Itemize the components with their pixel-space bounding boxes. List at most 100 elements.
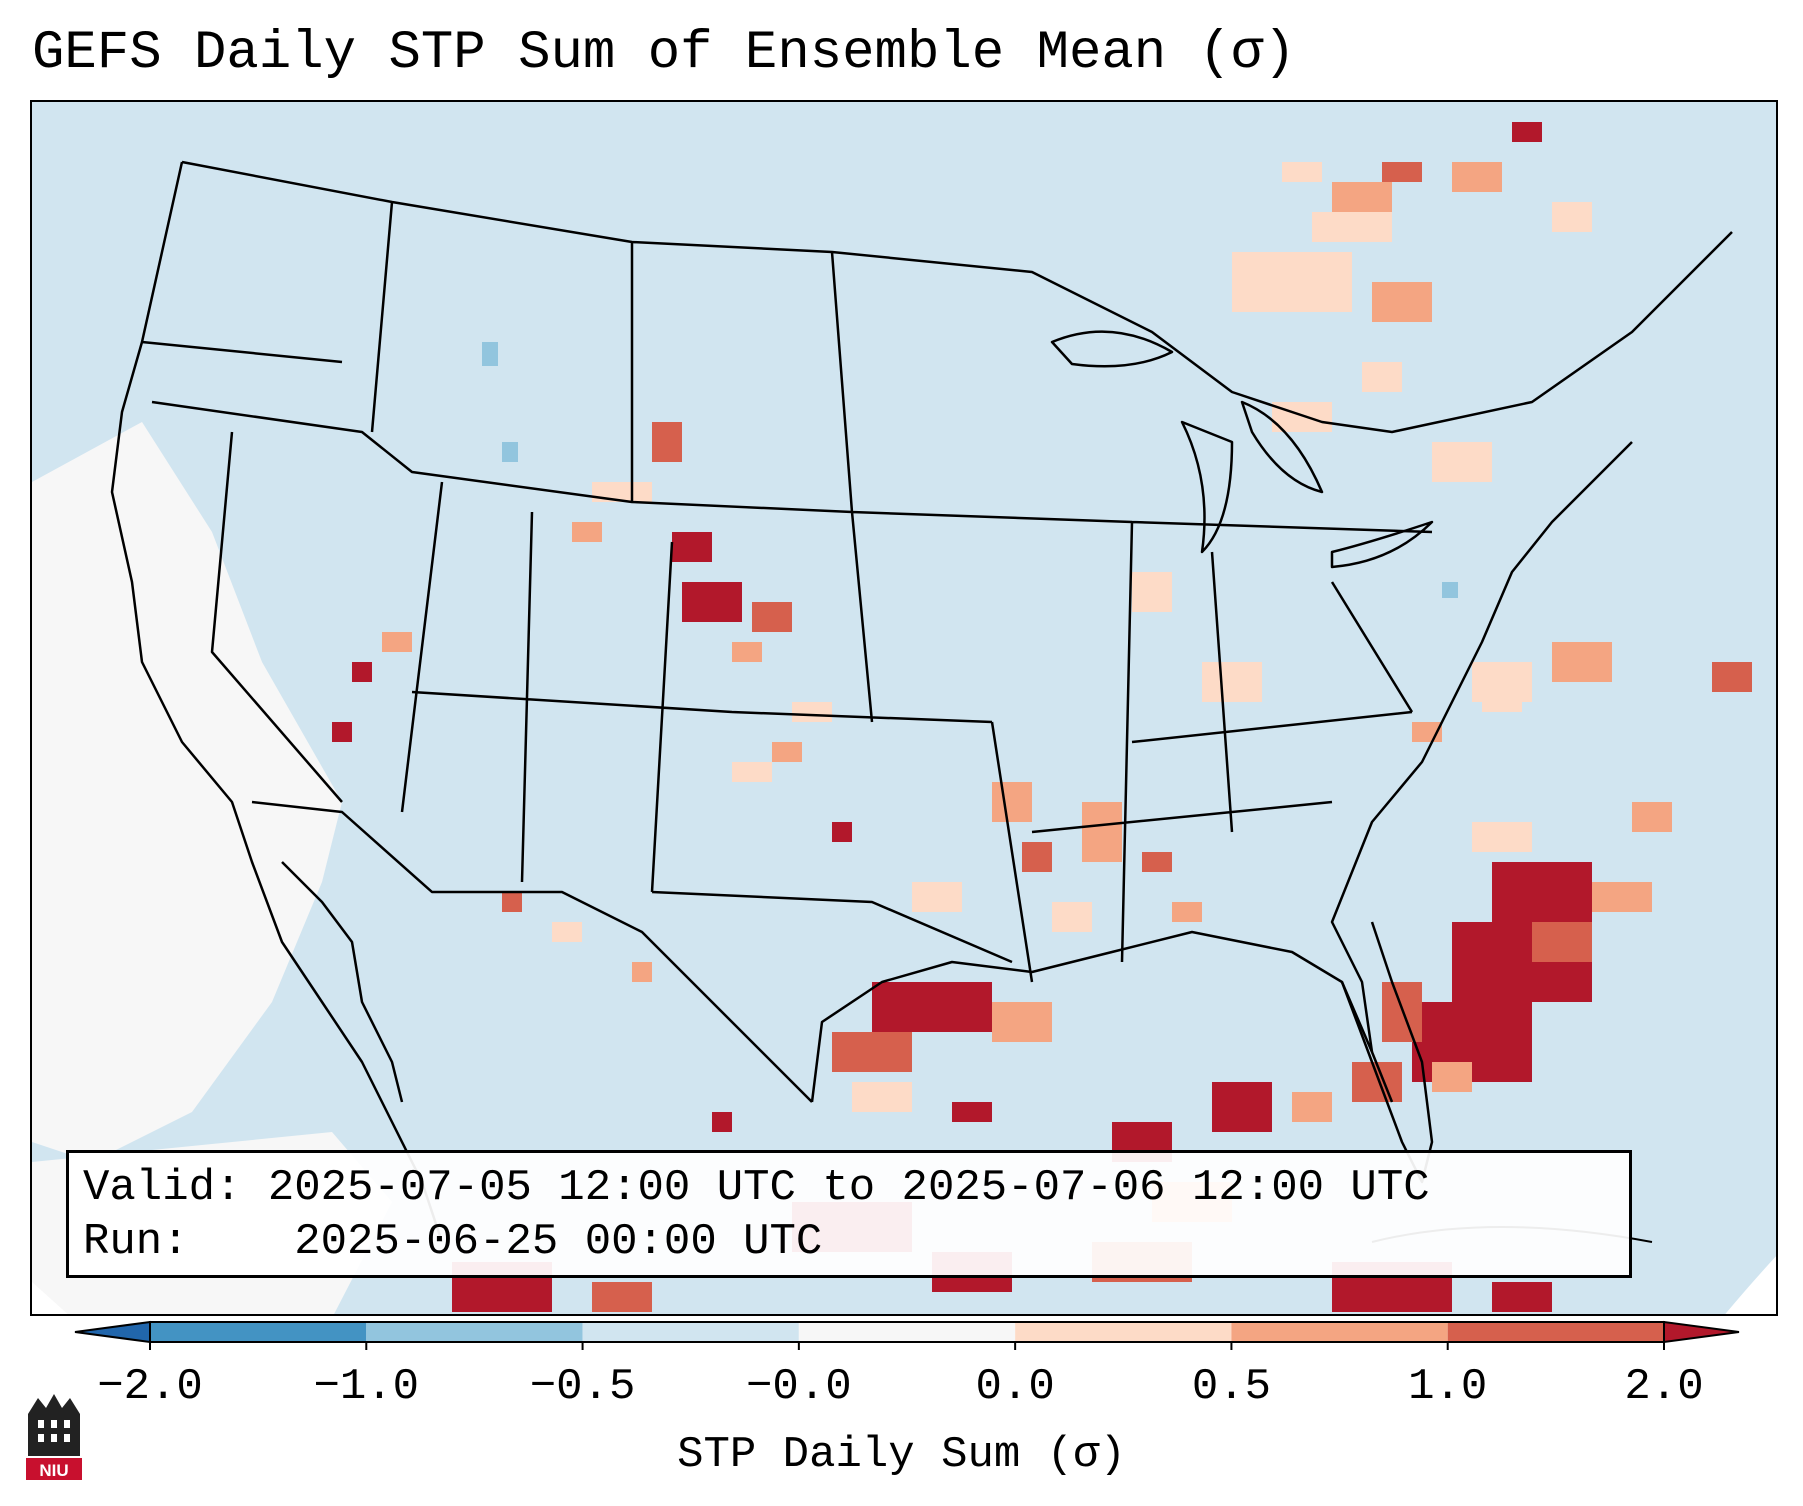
logo-text: NIU [39,1461,68,1480]
stp-cell [1492,862,1592,922]
stp-cell [592,482,652,502]
coastline-west [110,161,444,1243]
colorbar-extend-low [74,1320,151,1344]
stp-cell [502,892,522,912]
stp-cell [1482,692,1522,712]
stp-cell [1442,582,1458,598]
stp-cell [1362,362,1402,392]
stp-cell [832,822,852,842]
map-canvas [32,102,1776,1314]
colorbar-tick-label: 2.0 [1624,1362,1704,1412]
colorbar-segment [1015,1322,1232,1342]
state-lines [141,201,1433,983]
colorbar-tick-label: −1.0 [313,1362,420,1412]
stp-cell [1202,662,1262,702]
colorbar-extend-high [1663,1320,1740,1344]
colorbar-tick-label: −0.0 [746,1362,852,1412]
colorbar-tick-label: 0.0 [975,1362,1055,1412]
stp-cell [1512,122,1542,142]
colorbar [74,1320,1740,1350]
colorbar-segment [1447,1322,1664,1342]
coastline-atlantic [1330,441,1633,1053]
colorbar-tick-label: −0.5 [529,1362,636,1412]
stp-map [30,100,1778,1316]
stp-cell [872,982,992,1032]
stp-cell [952,1102,992,1122]
stp-cell [832,1032,912,1072]
stp-cell [1212,1082,1272,1132]
stp-cell [1282,162,1322,182]
stp-cell [992,782,1032,822]
stp-cell [1232,252,1352,312]
stp-cell [502,442,518,462]
stp-cell [752,602,792,632]
stp-cell [1472,822,1532,852]
stp-cell [1372,282,1432,322]
stp-cell [1172,902,1202,922]
colorbar-segment [150,1322,367,1342]
stp-cell [1592,882,1652,912]
stp-cell [732,642,762,662]
chart-title: GEFS Daily STP Sum of Ensemble Mean (σ) [32,23,1296,84]
valid-row: Valid: 2025-07-05 12:00 UTC to 2025-07-0… [83,1161,1615,1215]
stp-cell [1272,402,1332,432]
colorbar-segment [798,1322,1016,1342]
stp-cell [1452,162,1502,192]
stp-cell [852,1082,912,1112]
stp-cell [592,1282,652,1312]
stp-cell [792,702,832,722]
stp-cell [632,962,652,982]
stp-cell [912,882,962,912]
stp-cell [1532,922,1592,962]
colorbar-segment [1231,1322,1448,1342]
valid-value: 2025-07-05 12:00 UTC to 2025-07-06 12:00… [267,1163,1430,1213]
run-label: Run: [83,1217,189,1267]
stp-cell [1632,802,1672,832]
run-value: 2025-06-25 00:00 UTC [294,1217,823,1267]
stp-cell [682,582,742,622]
stp-cell [352,662,372,682]
stp-cell [1712,662,1752,692]
colorbar-segment [582,1322,799,1342]
stp-cell [572,522,602,542]
stp-cell [1432,1062,1472,1092]
stp-cell [1022,842,1052,872]
valid-label: Valid: [83,1163,242,1213]
colorbar-outline [149,1321,1665,1343]
coastline-baja [281,861,404,1103]
stp-cell [1552,202,1592,232]
stp-cell [1132,572,1172,612]
stp-cell [1142,852,1172,872]
stp-cell [382,632,412,652]
border-canada [181,160,1733,434]
colorbar-tick-label: 0.5 [1191,1362,1272,1412]
stp-cell [1552,642,1612,682]
stp-cell [552,922,582,942]
great-lakes [1050,330,1434,569]
stp-cell [1312,212,1392,242]
stp-cell [1052,902,1092,932]
stp-cell [1082,802,1122,862]
stp-cell [672,532,712,562]
stp-cell [1432,442,1492,482]
stp-cell [1492,1282,1552,1312]
stp-cell [332,722,352,742]
colorbar-segment [366,1322,583,1342]
run-row: Run: 2025-06-25 00:00 UTC [83,1215,1615,1269]
stp-cell [1352,1062,1402,1102]
stp-cell [732,762,772,782]
map-domain [32,102,1776,1314]
stp-cell [1292,1092,1332,1122]
colorbar-tick-label: 1.0 [1408,1362,1488,1412]
stp-cell [712,1112,732,1132]
border-mexico [251,800,813,1103]
stp-cell [652,422,682,462]
stp-cell [1382,162,1422,182]
colorbar-label: STP Daily Sum (σ) [677,1430,1126,1480]
boundaries [110,160,1733,1243]
niu-logo: NIU [26,1394,82,1480]
stp-cell [772,742,802,762]
stp-cell [992,1002,1052,1042]
colorbar-tick-label: −2.0 [97,1362,203,1412]
info-box: Valid: 2025-07-05 12:00 UTC to 2025-07-0… [66,1150,1632,1278]
